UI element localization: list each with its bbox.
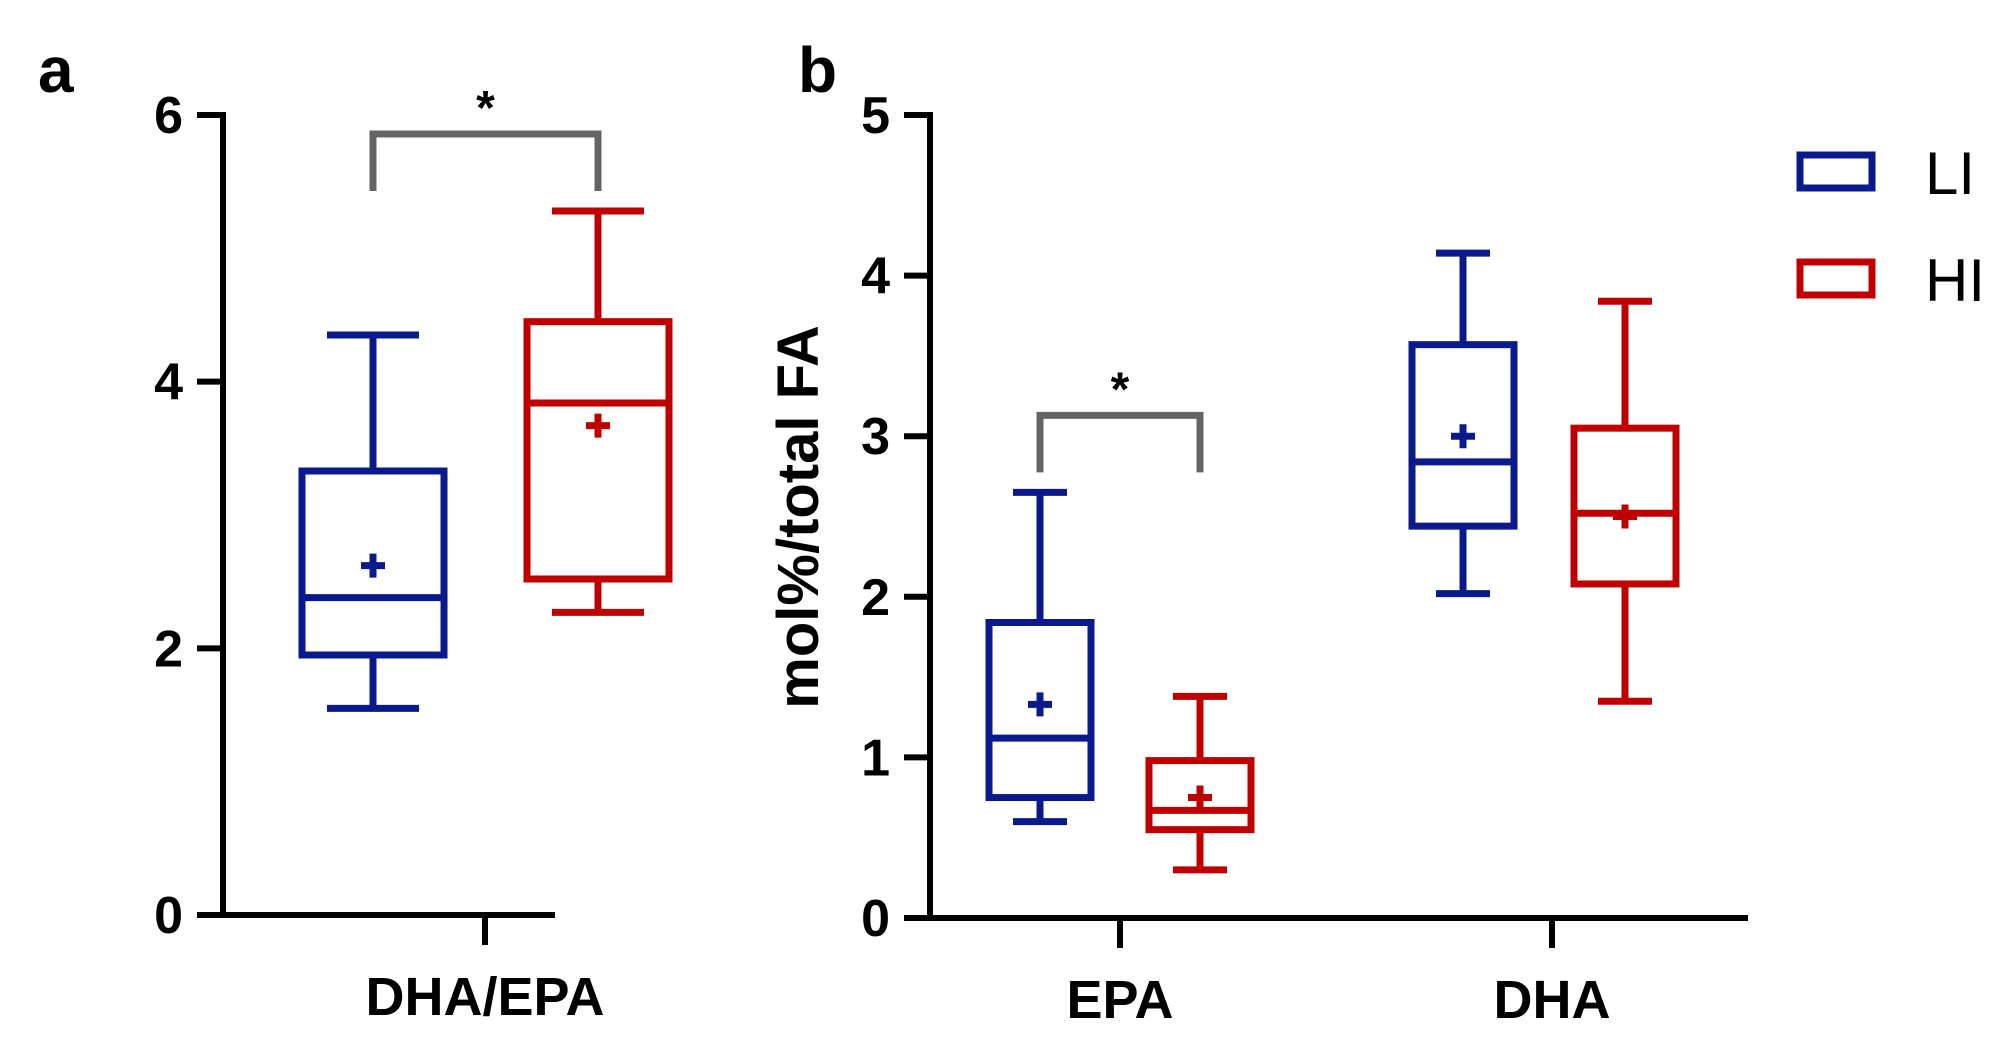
iqr-box <box>523 318 673 583</box>
y-tick-label: 1 <box>861 729 890 787</box>
legend-item-hi: HI <box>1796 247 1985 314</box>
iqr-box <box>1570 424 1680 588</box>
legend-label-hi: HI <box>1925 247 1985 314</box>
mean-marker <box>361 553 385 578</box>
panel-a-plot: 0 2 4 6 DHA/EPA * <box>154 82 673 1027</box>
legend-item-li: LI <box>1796 140 1975 207</box>
iqr-box <box>1408 341 1518 530</box>
box-hi-epa <box>1145 692 1255 874</box>
y-tick-label: 4 <box>861 248 890 306</box>
y-tick-label: 5 <box>861 87 890 145</box>
panel-a: a 0 2 4 6 DHA/EPA * <box>38 34 673 1027</box>
legend-label-li: LI <box>1925 140 1975 207</box>
iqr-box <box>985 618 1095 802</box>
iqr-box <box>1145 757 1255 834</box>
panel-label-b: b <box>798 34 837 106</box>
significance-label: * <box>1111 363 1130 416</box>
mean-marker <box>1613 504 1637 529</box>
significance-label: * <box>476 82 495 135</box>
y-tick-label: 2 <box>861 569 890 627</box>
legend-swatch-li <box>1796 151 1876 192</box>
legend-swatch-hi <box>1796 258 1876 299</box>
box-li-dha-epa <box>298 331 448 712</box>
box-li-dha <box>1408 249 1518 598</box>
panel-b: b mol%/total FA 0 1 2 3 4 5 EPA DHA * <box>766 34 1748 1030</box>
mean-marker <box>1028 692 1052 717</box>
box-li-epa <box>985 488 1095 826</box>
significance-bracket <box>1036 411 1204 473</box>
y-tick-label: 0 <box>861 890 890 948</box>
iqr-box <box>298 467 448 659</box>
y-tick-label: 6 <box>154 87 183 145</box>
x-category-label: DHA <box>1494 970 1611 1030</box>
mean-marker <box>1188 785 1212 810</box>
x-category-label: EPA <box>1066 970 1173 1030</box>
y-axis-title: mol%/total FA <box>766 325 831 708</box>
box-hi-dha <box>1570 297 1680 705</box>
y-tick-label: 0 <box>154 887 183 945</box>
y-tick-label: 4 <box>154 354 183 412</box>
x-category-label: DHA/EPA <box>365 967 604 1027</box>
panel-b-plot: 0 1 2 3 4 5 EPA DHA * <box>861 87 1748 1030</box>
box-hi-dha-epa <box>523 207 673 616</box>
mean-marker <box>1451 424 1475 449</box>
y-tick-label: 2 <box>154 620 183 678</box>
mean-marker <box>586 413 610 438</box>
significance-bracket <box>369 130 602 191</box>
panel-label-a: a <box>38 34 74 106</box>
legend: LI HI <box>1796 140 1985 314</box>
y-tick-label: 3 <box>861 408 890 466</box>
